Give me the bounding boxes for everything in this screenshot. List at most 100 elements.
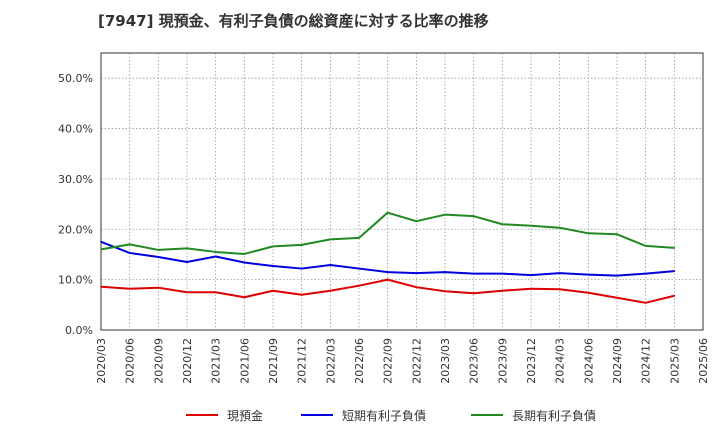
data-point [530, 274, 532, 276]
data-point [587, 291, 590, 294]
data-point [358, 284, 360, 287]
data-point [644, 302, 647, 304]
data-point [386, 278, 389, 281]
data-point [157, 256, 160, 258]
data-point [673, 294, 676, 297]
x-tick-label: 2025/06 [697, 338, 710, 384]
data-point [673, 270, 676, 272]
data-point [415, 220, 418, 223]
data-point [616, 233, 618, 236]
data-point [214, 251, 217, 253]
x-tick-label: 2022/06 [353, 338, 366, 384]
x-tick-label: 2022/09 [382, 338, 395, 384]
data-point [472, 292, 475, 295]
data-point [386, 211, 389, 214]
data-point [300, 293, 303, 296]
x-tick-label: 2024/03 [554, 338, 567, 384]
data-point [644, 272, 647, 275]
data-point [214, 255, 217, 258]
data-point [444, 290, 446, 293]
series-layer [100, 211, 676, 304]
x-tick-label: 2020/09 [152, 338, 165, 384]
data-point [329, 264, 332, 266]
data-point [329, 238, 332, 241]
chart-title: [7947] 現預金、有利子負債の総資産に対する比率の推移 [98, 12, 489, 30]
data-point [272, 245, 274, 248]
data-point [100, 241, 102, 243]
x-tick-label: 2020/12 [181, 338, 194, 384]
grid-layer [100, 53, 704, 331]
data-point [186, 261, 188, 263]
data-point [644, 245, 647, 247]
x-tick-label: 2021/09 [267, 338, 280, 384]
data-point [214, 291, 217, 294]
data-point [501, 289, 504, 292]
data-point [300, 267, 303, 270]
data-point [243, 253, 246, 255]
data-point [673, 247, 676, 249]
data-point [444, 271, 446, 273]
data-point [616, 274, 618, 277]
data-point [415, 286, 418, 288]
x-tick-label: 2021/06 [238, 338, 251, 384]
legend: 現預金 短期有利子負債 長期有利子負債 [186, 408, 596, 423]
data-point [128, 243, 131, 246]
x-tick-label: 2024/09 [611, 338, 624, 384]
legend-label-1: 現預金 [227, 408, 263, 423]
x-tick-label: 2025/03 [668, 338, 681, 384]
data-point [128, 287, 131, 290]
data-point [128, 252, 131, 254]
x-tick-label: 2023/06 [468, 338, 481, 384]
data-point [329, 289, 332, 292]
y-tick-label: 0.0% [65, 324, 93, 337]
data-point [186, 247, 188, 250]
y-tick-label: 50.0% [58, 72, 93, 85]
x-tick-label: 2020/06 [124, 338, 137, 384]
y-tick-label: 10.0% [58, 274, 93, 287]
data-point [186, 291, 188, 294]
y-tick-label: 30.0% [58, 173, 93, 186]
data-point [472, 272, 475, 275]
data-point [530, 287, 532, 290]
data-point [472, 215, 475, 217]
data-point [530, 224, 532, 227]
data-point [300, 244, 303, 246]
data-point [558, 226, 561, 229]
data-point [415, 272, 418, 274]
x-tick-label: 2022/12 [410, 338, 423, 384]
data-point [587, 232, 590, 235]
data-point [501, 223, 504, 226]
x-tick-label: 2024/12 [640, 338, 653, 384]
data-point [558, 272, 561, 274]
data-point [243, 296, 246, 299]
x-tick-label: 2024/06 [582, 338, 595, 384]
data-point [616, 296, 618, 299]
x-tick-label: 2023/03 [439, 338, 452, 384]
data-point [157, 249, 160, 251]
legend-label-3: 長期有利子負債 [512, 408, 596, 423]
plot-border [100, 52, 704, 331]
data-point [100, 248, 102, 251]
data-point [587, 273, 590, 276]
y-tick-label: 20.0% [58, 223, 93, 236]
data-point [358, 237, 360, 239]
plot-area [101, 53, 703, 330]
data-point [157, 286, 160, 289]
x-tick-label: 2020/03 [95, 338, 108, 384]
axis-layer: 0.0% 10.0% 20.0% 30.0% 40.0% 50.0% 2020/03 2020… [58, 52, 710, 384]
data-point [444, 213, 446, 216]
data-point [272, 289, 274, 292]
x-tick-label: 2023/09 [496, 338, 509, 384]
data-point [100, 285, 102, 288]
legend-label-2: 短期有利子負債 [342, 408, 426, 423]
data-point [358, 267, 360, 270]
x-tick-label: 2021/03 [210, 338, 223, 384]
data-point [558, 288, 561, 291]
x-tick-label: 2023/12 [525, 338, 538, 384]
x-tick-label: 2021/12 [296, 338, 309, 384]
data-point [272, 265, 274, 267]
data-point [501, 272, 504, 275]
data-point [243, 261, 246, 264]
x-tick-label: 2022/03 [324, 338, 337, 384]
